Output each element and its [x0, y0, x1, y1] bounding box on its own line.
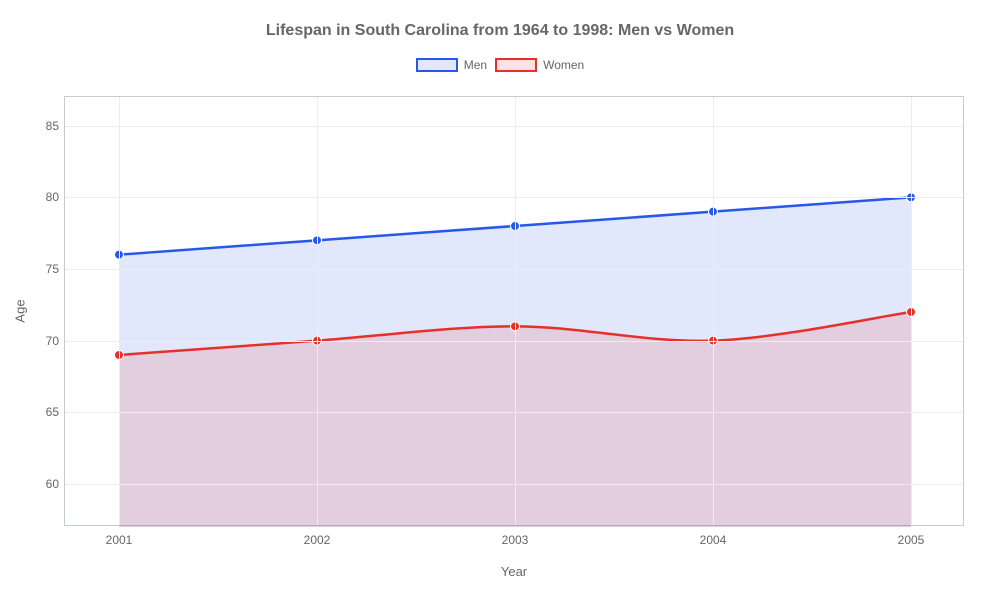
gridline-h: [65, 412, 963, 413]
chart-container: Lifespan in South Carolina from 1964 to …: [0, 0, 1000, 600]
x-tick-label: 2002: [304, 533, 331, 547]
y-tick-label: 60: [29, 477, 59, 491]
y-tick-label: 70: [29, 334, 59, 348]
legend-label: Men: [464, 58, 487, 72]
plot-wrap: 60657075808520012002200320042005: [64, 96, 964, 526]
x-tick-label: 2003: [502, 533, 529, 547]
legend-item-women[interactable]: Women: [495, 58, 584, 72]
legend: Men Women: [0, 58, 1000, 72]
legend-swatch: [495, 58, 537, 72]
y-tick-label: 85: [29, 119, 59, 133]
y-tick-label: 65: [29, 405, 59, 419]
y-axis-label: Age: [13, 299, 28, 322]
x-axis-label: Year: [501, 564, 527, 579]
gridline-h: [65, 269, 963, 270]
y-tick-label: 80: [29, 190, 59, 204]
gridline-h: [65, 484, 963, 485]
plot-area: 60657075808520012002200320042005: [64, 96, 964, 526]
legend-swatch: [416, 58, 458, 72]
gridline-h: [65, 341, 963, 342]
x-tick-label: 2004: [700, 533, 727, 547]
legend-item-men[interactable]: Men: [416, 58, 487, 72]
gridline-h: [65, 126, 963, 127]
chart-title: Lifespan in South Carolina from 1964 to …: [0, 0, 1000, 40]
gridline-v: [119, 97, 120, 525]
gridline-v: [911, 97, 912, 525]
legend-label: Women: [543, 58, 584, 72]
x-tick-label: 2005: [898, 533, 925, 547]
x-tick-label: 2001: [106, 533, 133, 547]
gridline-v: [515, 97, 516, 525]
gridline-v: [317, 97, 318, 525]
y-tick-label: 75: [29, 262, 59, 276]
gridline-h: [65, 197, 963, 198]
gridline-v: [713, 97, 714, 525]
